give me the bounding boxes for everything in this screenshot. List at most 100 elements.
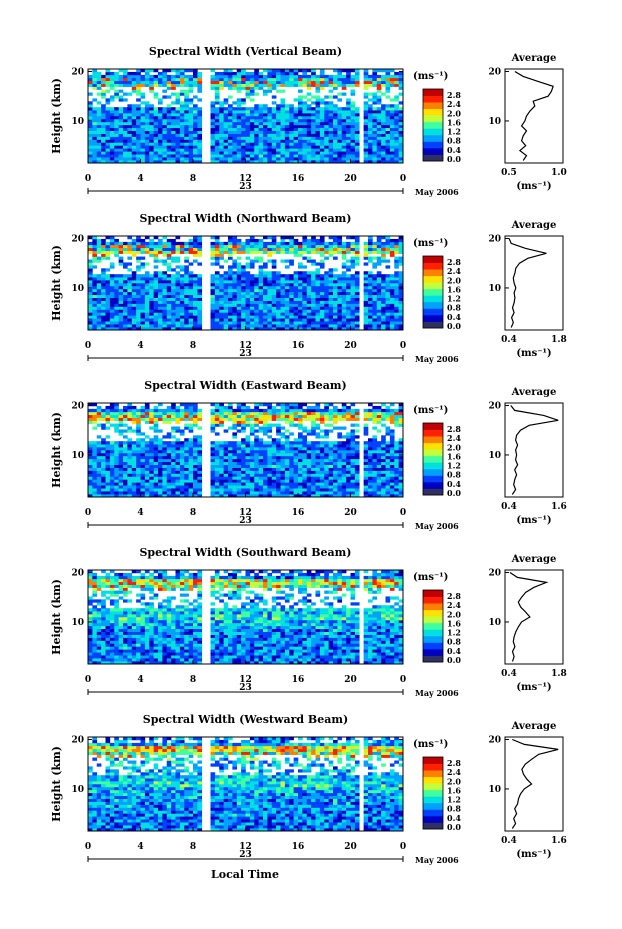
heatmap-cell [249,127,255,131]
heatmap-cell [214,291,220,296]
heatmap-cell [324,107,329,111]
heatmap-cell [158,241,163,246]
heatmap-cell [394,127,399,131]
heatmap-cell [376,236,382,240]
heatmap-cell [219,452,224,457]
heatmap-cell [171,294,176,298]
heatmap-cell [232,142,238,146]
heatmap-cell [254,470,259,474]
heatmap-cell [293,121,299,126]
heatmap-cell [193,107,198,111]
heatmap-cell [354,450,360,454]
heatmap-cell [280,277,286,281]
heatmap-cell [228,274,233,278]
heatmap-cell [158,327,163,331]
heatmap-cell [219,74,224,79]
heatmap-cell [127,488,133,492]
heatmap-cell [315,151,321,155]
heatmap-cell [127,461,133,465]
heatmap-cell [394,476,399,480]
heatmap-cell [184,494,189,498]
heatmap-cell [372,95,378,99]
heatmap-cell [385,461,391,465]
heatmap-cell [350,124,356,129]
heatmap-cell [241,121,246,126]
heatmap-cell [258,280,264,284]
heatmap-cell [175,98,181,102]
heatmap-cell [140,101,146,105]
x-tick-label: 0 [400,174,406,184]
heatmap-cell [92,488,98,492]
heatmap-cell [324,148,329,152]
heatmap-cell [118,130,124,134]
heatmap-cell [136,450,141,454]
heatmap-cell [188,238,194,243]
x-tick-label: 0 [85,341,91,351]
heatmap-cell [228,121,233,126]
heatmap-cell [276,288,281,293]
heatmap-cell [219,256,224,260]
heatmap-cell [389,470,395,474]
heatmap-cell [214,236,220,240]
heatmap-cell [354,452,360,457]
heatmap-cell [289,458,294,463]
heatmap-cell [149,455,154,460]
heatmap-cell [219,318,224,322]
heatmap-cell [368,107,373,111]
heatmap-cell [311,455,316,460]
heatmap-cell [289,241,294,246]
heatmap-cell [114,479,119,483]
heatmap-cell [324,300,329,304]
heatmap-cell [341,485,347,489]
heatmap-cell [179,280,185,284]
heatmap-cell [166,145,172,149]
heatmap-cell [123,124,128,129]
heatmap-cell [241,285,246,290]
heatmap-cell [328,455,334,460]
heatmap-cell [228,127,233,131]
heatmap-cell [158,283,163,287]
heatmap-cell [372,303,378,307]
heatmap-cell [162,479,168,483]
heatmap-cell [188,83,194,87]
heatmap-cell [193,491,198,495]
heatmap-cell [236,241,242,246]
heatmap-cell [149,107,154,111]
heatmap-cell [166,268,172,272]
heatmap-cell [258,77,264,82]
heatmap-cell [394,142,399,146]
heatmap-cell [350,262,356,266]
heatmap-cell [254,259,259,263]
average-frame [504,68,564,164]
heatmap-cell [127,482,133,486]
heatmap-cell [284,77,290,82]
heatmap-cell [394,288,399,293]
heatmap-cell [228,238,233,243]
heatmap-cell [114,291,119,296]
heatmap-cell [179,452,185,457]
heatmap-cell [311,315,316,319]
heatmap-cell [149,303,154,307]
heatmap-cell [333,124,338,129]
heatmap-cell [284,107,290,111]
heatmap-cell [368,300,373,304]
heatmap-cell [144,116,150,120]
heatmap-cell [346,118,351,123]
heatmap-cell [144,461,150,465]
heatmap-cell [109,455,115,460]
heatmap-cell [228,470,233,474]
heatmap-cell [350,458,356,463]
heatmap-cell [319,124,325,129]
heatmap-cell [249,116,255,120]
heatmap-cell [96,256,102,260]
heatmap-cell [153,271,159,275]
heatmap-cell [319,71,325,76]
heatmap-cell [184,277,189,281]
heatmap-cell [214,318,220,322]
heatmap-cell [219,104,224,108]
heatmap-cell [245,265,251,269]
heatmap-cell [389,321,395,325]
heatmap-cell [346,154,351,158]
heatmap-cell [136,77,141,82]
heatmap-cell [254,318,259,322]
